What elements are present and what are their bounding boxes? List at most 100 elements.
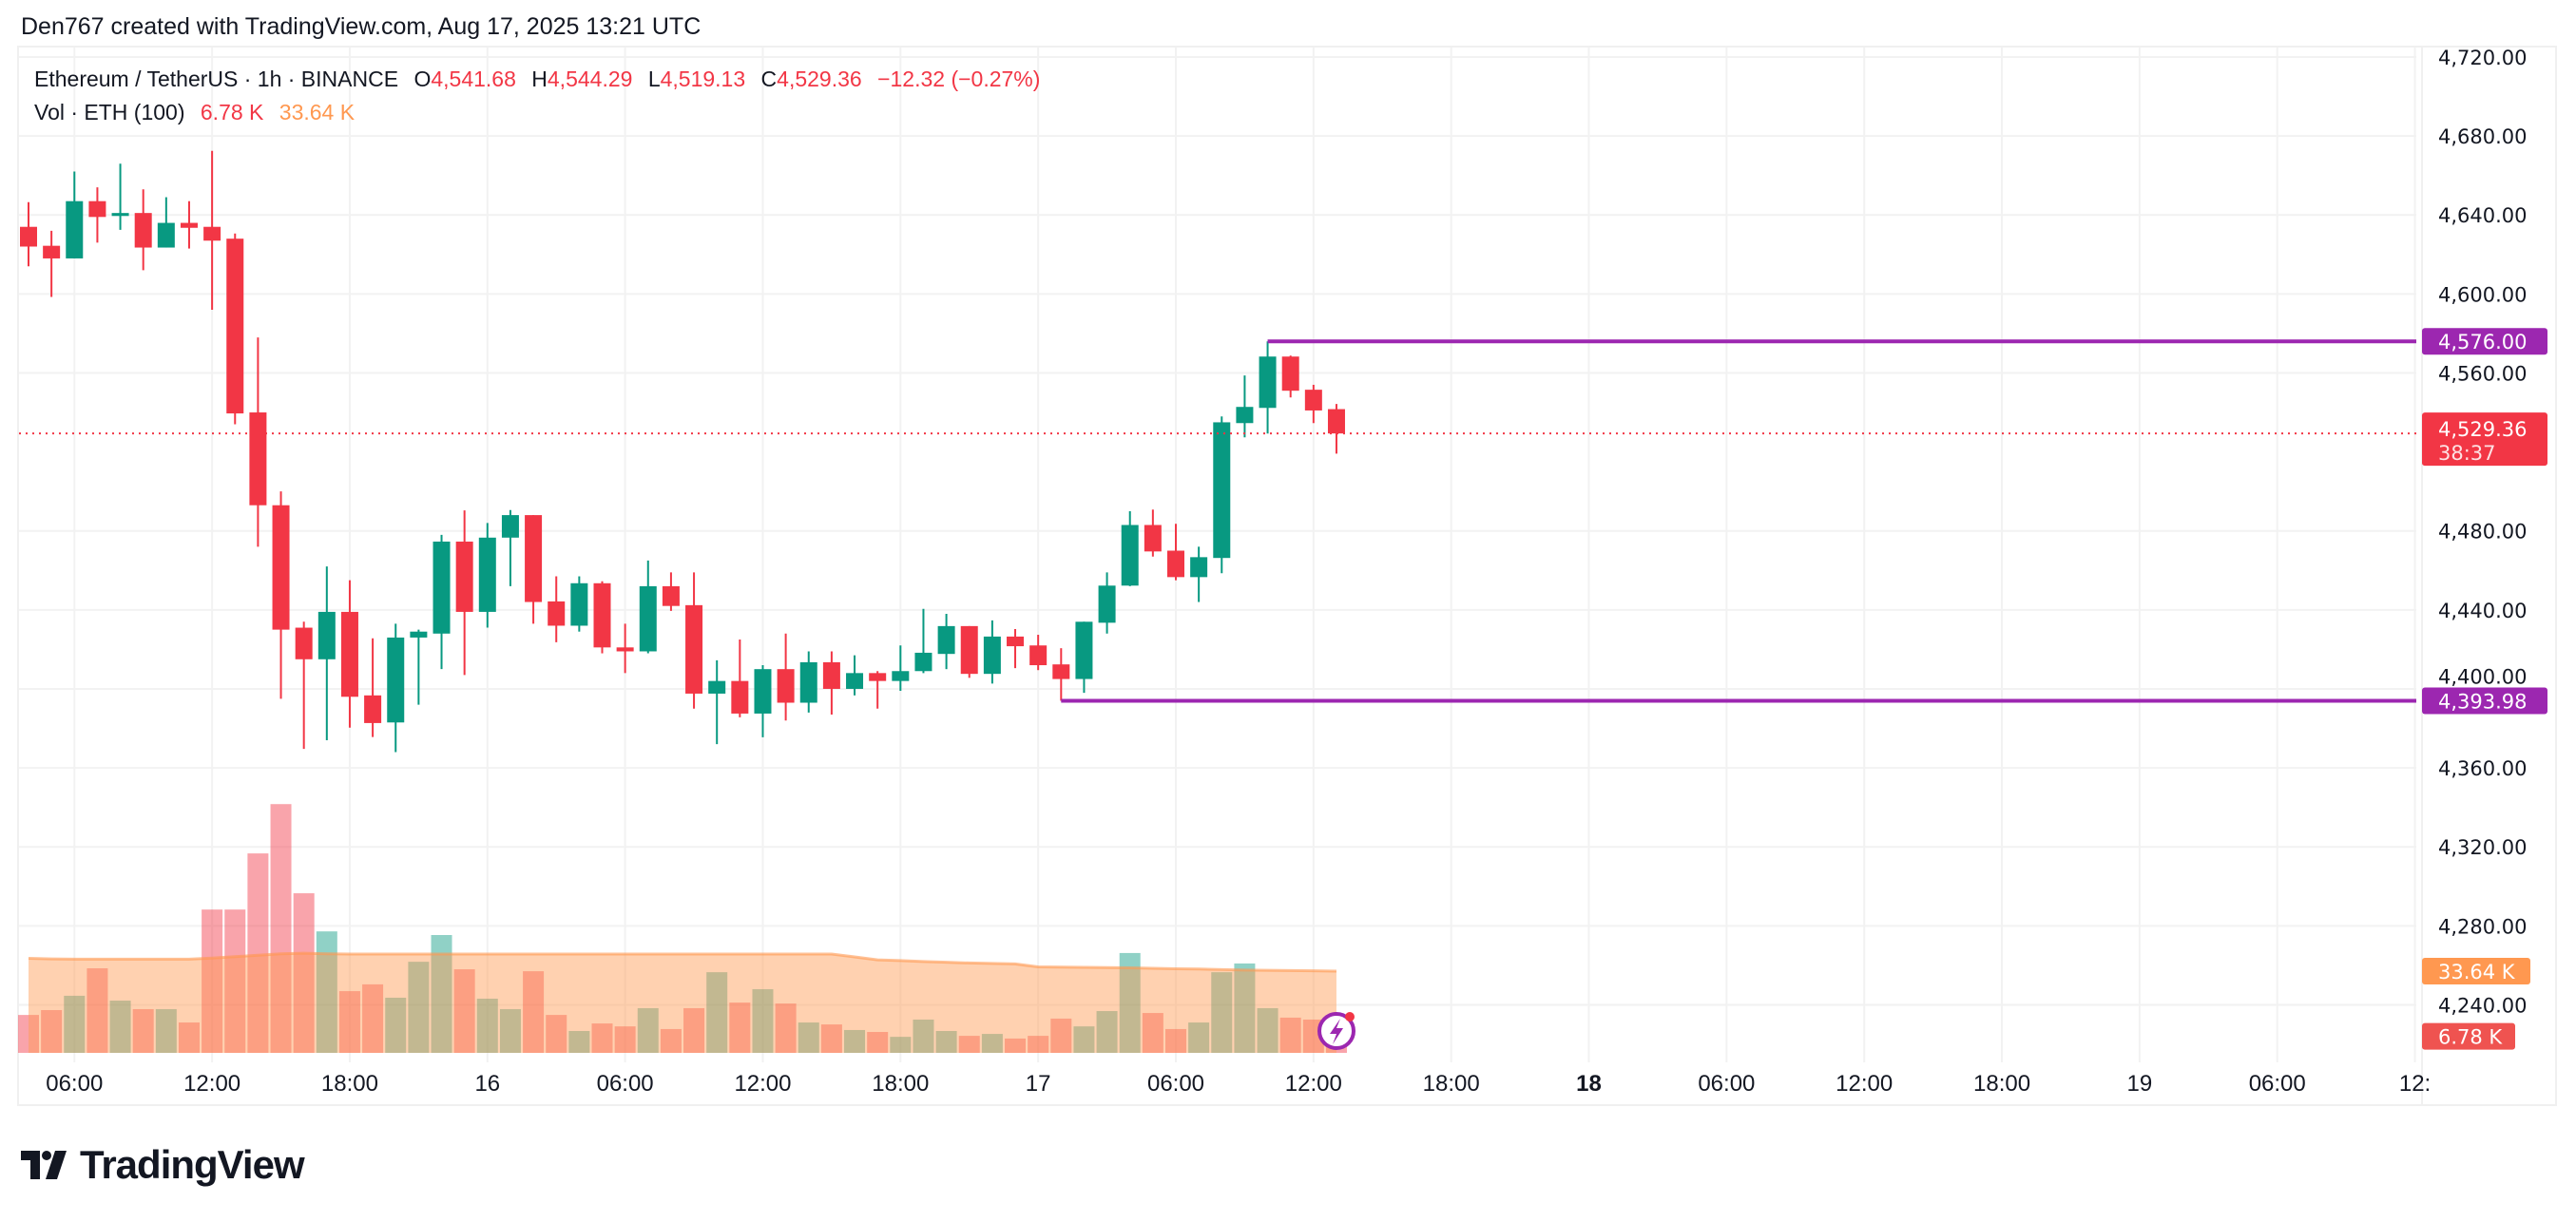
- candle-body: [1327, 409, 1345, 434]
- volume-bar: [683, 1007, 705, 1053]
- volume-legend: Vol · ETH (100) 6.78 K 33.64 K: [34, 100, 355, 125]
- price-tick-label: 4,400.00: [2438, 665, 2528, 688]
- low-label: L: [647, 67, 661, 91]
- volume-label[interactable]: Vol · ETH (100): [34, 100, 185, 124]
- candle-body: [295, 627, 313, 659]
- candle: [1213, 416, 1231, 574]
- candle-body: [822, 661, 840, 689]
- chart-attribution: Den767 created with TradingView.com, Aug…: [21, 13, 702, 40]
- lightning-icon[interactable]: [1317, 1012, 1355, 1050]
- volume-bar: [890, 1037, 912, 1053]
- candle-body: [180, 222, 198, 228]
- candle-body: [1075, 621, 1093, 679]
- volume-bar: [202, 909, 223, 1053]
- volume-ma-tag-text: 33.64 K: [2438, 961, 2516, 983]
- time-axis[interactable]: 06:00 12:00 18:00 16 06:00 12:00 18:00 17 06:00 1…: [46, 1071, 2431, 1097]
- candle-body: [662, 585, 680, 606]
- candle-body: [364, 695, 382, 723]
- candle: [111, 163, 129, 230]
- candle-body: [914, 652, 932, 672]
- candle-body: [846, 673, 864, 689]
- volume-bar: [798, 1022, 819, 1053]
- candle: [1259, 341, 1277, 434]
- time-tick-label: 12:: [2399, 1071, 2431, 1097]
- candle: [226, 233, 244, 425]
- candle: [525, 515, 543, 624]
- volume-ma-line: [28, 951, 1337, 973]
- candle-body: [731, 680, 749, 714]
- level-price-tag: [2422, 328, 2547, 355]
- candle: [593, 581, 611, 654]
- grid: [19, 46, 2423, 1104]
- bar-countdown: 38:37: [2438, 442, 2496, 465]
- volume-bar: [1142, 1013, 1163, 1053]
- price-tick-label: 4,480.00: [2438, 521, 2528, 544]
- candle: [20, 201, 37, 267]
- volume-ma-area: [29, 953, 1336, 1053]
- volume-bar: [1279, 1017, 1301, 1053]
- last-price-tag: [2422, 412, 2547, 467]
- volume-bar: [316, 931, 337, 1053]
- candle: [249, 337, 267, 547]
- high-label: H: [531, 67, 548, 91]
- volume-bar: [1005, 1038, 1027, 1053]
- candle-body: [111, 213, 129, 217]
- candle-body: [525, 515, 543, 602]
- candle: [1327, 404, 1345, 454]
- candle-body: [317, 611, 336, 659]
- candle-body: [1029, 645, 1048, 666]
- volume-bar: [1028, 1036, 1049, 1053]
- candle-body: [1236, 407, 1254, 424]
- candle: [1167, 524, 1184, 581]
- volume-bar: [1188, 1022, 1210, 1053]
- candle: [822, 651, 840, 715]
- candle: [662, 572, 680, 611]
- candle-body: [1259, 356, 1277, 409]
- candle: [203, 150, 221, 310]
- change-value: −12.32 (−0.27%): [877, 67, 1041, 91]
- candle: [410, 629, 428, 705]
- volume-bar: [132, 1008, 154, 1053]
- volume-bar: [820, 1024, 842, 1053]
- price-tick-label: 4,680.00: [2438, 125, 2528, 148]
- volume-bar: [64, 995, 86, 1053]
- candle-body: [249, 412, 267, 506]
- volume-bar: [752, 989, 774, 1053]
- candle-body: [892, 671, 910, 681]
- time-tick-label: 12:00: [734, 1071, 791, 1097]
- volume-bar: [453, 969, 475, 1053]
- candle-body: [1304, 390, 1322, 411]
- volume-bar: [1257, 1007, 1278, 1053]
- candle-body: [1007, 636, 1025, 647]
- price-tick-label: 4,360.00: [2438, 757, 2528, 780]
- candle-body: [66, 200, 84, 258]
- candle-body: [226, 239, 244, 414]
- symbol-name[interactable]: Ethereum / TetherUS · 1h · BINANCE: [34, 67, 399, 91]
- candle: [1190, 546, 1208, 602]
- close-label: C: [760, 67, 778, 91]
- candle: [272, 491, 290, 699]
- candle: [501, 509, 519, 586]
- price-axis[interactable]: 4,720.00 4,680.00 4,640.00 4,600.00 4,560.00…: [2438, 47, 2528, 1017]
- candle: [1007, 628, 1025, 669]
- candle-body: [685, 604, 703, 694]
- tradingview-logo-icon: [21, 1151, 67, 1179]
- candle-body: [869, 673, 887, 681]
- volume-bar: [568, 1030, 590, 1053]
- volume-bar: [385, 997, 407, 1053]
- volume-bar: [408, 962, 430, 1053]
- time-tick-label: 06:00: [1698, 1071, 1755, 1097]
- candle-body: [548, 601, 566, 626]
- price-tick-label: 4,560.00: [2438, 362, 2528, 385]
- candle: [1121, 510, 1139, 586]
- level-price-tag-text: 4,393.98: [2438, 690, 2528, 713]
- tradingview-logo[interactable]: TradingView: [21, 1142, 305, 1188]
- price-tick-label: 4,440.00: [2438, 600, 2528, 622]
- candle: [799, 651, 817, 713]
- candle: [892, 645, 910, 692]
- candle: [180, 200, 198, 249]
- volume-bar: [155, 1008, 177, 1053]
- volume-bar: [41, 1010, 63, 1053]
- candle: [869, 671, 887, 709]
